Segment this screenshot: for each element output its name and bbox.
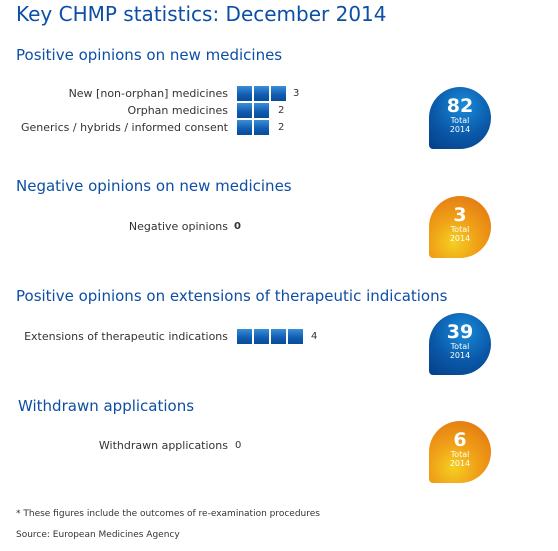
value-new-medicines: 3 bbox=[293, 88, 300, 99]
bar-unit bbox=[271, 86, 286, 101]
row-label-new-medicines: New [non-orphan] medicines bbox=[68, 87, 228, 100]
total-label: Total bbox=[450, 116, 470, 125]
bar-new-medicines bbox=[237, 86, 286, 101]
row-label-generics: Generics / hybrids / informed consent bbox=[21, 121, 228, 134]
total-badge-positive-opinions: 82 Total 2014 bbox=[429, 87, 491, 149]
row-label-orphan-medicines: Orphan medicines bbox=[127, 104, 228, 117]
bar-generics bbox=[237, 120, 269, 135]
bar-extensions bbox=[237, 329, 303, 344]
bar-unit bbox=[271, 329, 286, 344]
total-number: 39 bbox=[446, 321, 474, 343]
section-title-negative-opinions: Negative opinions on new medicines bbox=[16, 177, 292, 195]
total-label: Total bbox=[450, 450, 470, 459]
section-title-positive-opinions: Positive opinions on new medicines bbox=[16, 46, 283, 64]
page-title: Key CHMP statistics: December 2014 bbox=[16, 2, 387, 26]
total-number: 6 bbox=[453, 429, 467, 451]
value-extensions: 4 bbox=[311, 331, 318, 342]
value-orphan-medicines: 2 bbox=[278, 105, 285, 116]
bar-unit bbox=[237, 329, 252, 344]
row-label-withdrawn: Withdrawn applications bbox=[98, 439, 228, 452]
footnote: * These figures include the outcomes of … bbox=[16, 509, 320, 519]
total-badge-negative-opinions: 3 Total 2014 bbox=[429, 196, 491, 258]
bar-unit bbox=[237, 86, 252, 101]
bar-unit bbox=[254, 103, 269, 118]
row-label-negative-opinions: Negative opinions bbox=[128, 220, 228, 233]
total-year: 2014 bbox=[449, 351, 471, 360]
section-title-withdrawn: Withdrawn applications bbox=[18, 397, 195, 415]
total-number: 3 bbox=[453, 204, 467, 226]
total-badge-withdrawn: 6 Total 2014 bbox=[429, 421, 491, 483]
bar-orphan-medicines bbox=[237, 103, 269, 118]
bar-unit bbox=[237, 120, 252, 135]
section-title-extensions: Positive opinions on extensions of thera… bbox=[16, 287, 448, 305]
bar-unit bbox=[254, 86, 269, 101]
source-note: Source: European Medicines Agency bbox=[16, 530, 180, 540]
value-negative-opinions: 0 bbox=[234, 221, 241, 232]
bar-unit bbox=[237, 103, 252, 118]
value-generics: 2 bbox=[278, 122, 285, 133]
value-withdrawn: 0 bbox=[235, 440, 242, 451]
total-year: 2014 bbox=[449, 234, 471, 243]
row-label-extensions: Extensions of therapeutic indications bbox=[24, 330, 228, 343]
bar-unit bbox=[254, 329, 269, 344]
total-number: 82 bbox=[446, 95, 474, 117]
bar-unit bbox=[254, 120, 269, 135]
total-badge-extensions: 39 Total 2014 bbox=[429, 313, 491, 375]
total-year: 2014 bbox=[449, 459, 471, 468]
total-label: Total bbox=[450, 342, 470, 351]
total-year: 2014 bbox=[449, 125, 471, 134]
bar-unit bbox=[288, 329, 303, 344]
total-label: Total bbox=[450, 225, 470, 234]
